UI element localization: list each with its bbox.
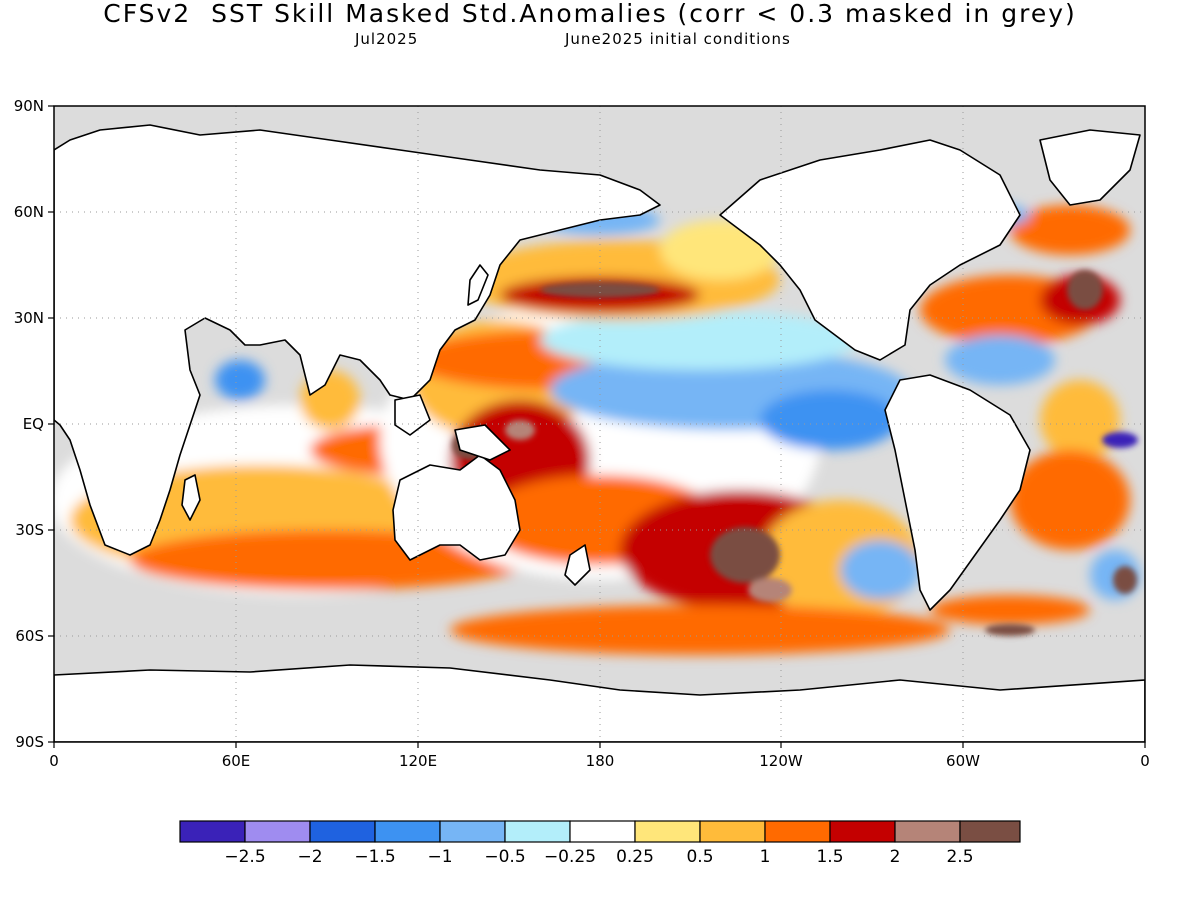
landmass-japan bbox=[467, 264, 489, 306]
y-tick-label-eq: EQ bbox=[23, 415, 44, 433]
tick-marks bbox=[48, 105, 1146, 748]
anomaly-north-pacific-brown bbox=[540, 282, 660, 298]
anomaly-north-atlantic-brown bbox=[1067, 270, 1103, 310]
colorbar-box-5 bbox=[504, 820, 571, 843]
colorbar-label-5: −0.25 bbox=[544, 847, 596, 867]
y-tick-label-30s: 30S bbox=[15, 521, 44, 539]
y-tick-label-30n: 30N bbox=[14, 309, 44, 327]
x-tick-label-360: 0 bbox=[1140, 752, 1150, 770]
colorbar-box-2 bbox=[309, 820, 376, 843]
colorbar-label-10: 2 bbox=[890, 847, 901, 867]
graticule bbox=[54, 106, 1145, 742]
colorbar-box-3 bbox=[374, 820, 441, 843]
anomaly-southern-ocean-brown bbox=[985, 624, 1035, 636]
map-plot-area bbox=[54, 106, 1145, 742]
landmass-maritime-continent bbox=[394, 394, 431, 436]
landmass-antarctica bbox=[54, 664, 1145, 742]
x-tick-label-120w: 120W bbox=[759, 752, 803, 770]
colorbar-label-11: 2.5 bbox=[946, 847, 973, 867]
x-tick-label-0: 0 bbox=[49, 752, 59, 770]
anomaly-south-atlantic-warm bbox=[1010, 450, 1130, 550]
colorbar-box-6 bbox=[569, 820, 636, 843]
anomaly-west-pacific-brown-2 bbox=[505, 420, 535, 440]
y-tick-label-90n: 90N bbox=[14, 97, 44, 115]
anomaly-field bbox=[54, 203, 1140, 655]
target-month: Jul2025 bbox=[355, 30, 419, 48]
anomaly-east-pacific-cool bbox=[760, 390, 900, 450]
anomaly-southeast-pacific-blue bbox=[840, 540, 920, 600]
colorbar-box-8 bbox=[699, 820, 766, 843]
colorbar-label-1: −2 bbox=[297, 847, 322, 867]
colorbar-label-3: −1 bbox=[427, 847, 452, 867]
anomaly-subtropical-atlantic-blue bbox=[945, 335, 1055, 385]
colorbar-label-2: −1.5 bbox=[354, 847, 395, 867]
anomaly-labrador-warm bbox=[1010, 205, 1130, 255]
anomaly-central-pacific-lightblue bbox=[540, 310, 860, 370]
colorbar-box-10 bbox=[829, 820, 896, 843]
anomaly-tropical-atlantic-warm bbox=[1040, 380, 1120, 460]
map-title: CFSv2 SST Skill Masked Std.Anomalies (co… bbox=[103, 0, 1077, 28]
landmass-greenland bbox=[1039, 129, 1141, 206]
landmass-south-america bbox=[884, 374, 1031, 611]
colorbar-box-1 bbox=[244, 820, 311, 843]
colorbar-label-6: 0.25 bbox=[616, 847, 654, 867]
land-masses bbox=[54, 124, 1145, 742]
y-tick-label-60n: 60N bbox=[14, 203, 44, 221]
colorbar-box-4 bbox=[439, 820, 506, 843]
y-tick-label-90s: 90S bbox=[15, 733, 44, 751]
colorbar-label-7: 0.5 bbox=[686, 847, 713, 867]
x-tick-label-60w: 60W bbox=[946, 752, 980, 770]
colorbar: −2.5 −2 −1.5 −1 −0.5 −0.25 0.25 0.5 1 1.… bbox=[179, 820, 1021, 867]
anomaly-south-pacific-brown-2 bbox=[748, 578, 792, 602]
landmass-madagascar bbox=[181, 474, 201, 521]
colorbar-box-0 bbox=[179, 820, 246, 843]
colorbar-label-0: −2.5 bbox=[224, 847, 265, 867]
colorbar-box-7 bbox=[634, 820, 701, 843]
colorbar-box-12 bbox=[959, 820, 1021, 843]
x-tick-label-120e: 120E bbox=[399, 752, 437, 770]
colorbar-label-9: 1.5 bbox=[816, 847, 843, 867]
colorbar-box-11 bbox=[894, 820, 961, 843]
anomaly-south-pacific-brown-1 bbox=[710, 527, 780, 583]
landmass-new-guinea bbox=[454, 424, 511, 461]
initial-conditions: June2025 initial conditions bbox=[565, 30, 791, 48]
landmass-north-america bbox=[719, 139, 1021, 361]
colorbar-box-9 bbox=[764, 820, 831, 843]
colorbar-label-8: 1 bbox=[760, 847, 771, 867]
landmass-australia bbox=[392, 454, 521, 561]
anomaly-southern-ocean-orange bbox=[450, 605, 950, 655]
anomaly-eq-atlantic-purple bbox=[1102, 432, 1138, 448]
landmass-afro-eurasia bbox=[54, 124, 661, 556]
anomaly-arabian-sea-blue bbox=[215, 360, 265, 400]
anomaly-south-atlantic-brown bbox=[1113, 566, 1137, 594]
x-tick-label-180: 180 bbox=[586, 752, 615, 770]
y-tick-label-60s: 60S bbox=[15, 627, 44, 645]
anomaly-southern-atlantic-orange bbox=[930, 595, 1090, 625]
colorbar-label-4: −0.5 bbox=[484, 847, 525, 867]
x-tick-label-60e: 60E bbox=[222, 752, 251, 770]
landmass-new-zealand bbox=[564, 544, 591, 586]
